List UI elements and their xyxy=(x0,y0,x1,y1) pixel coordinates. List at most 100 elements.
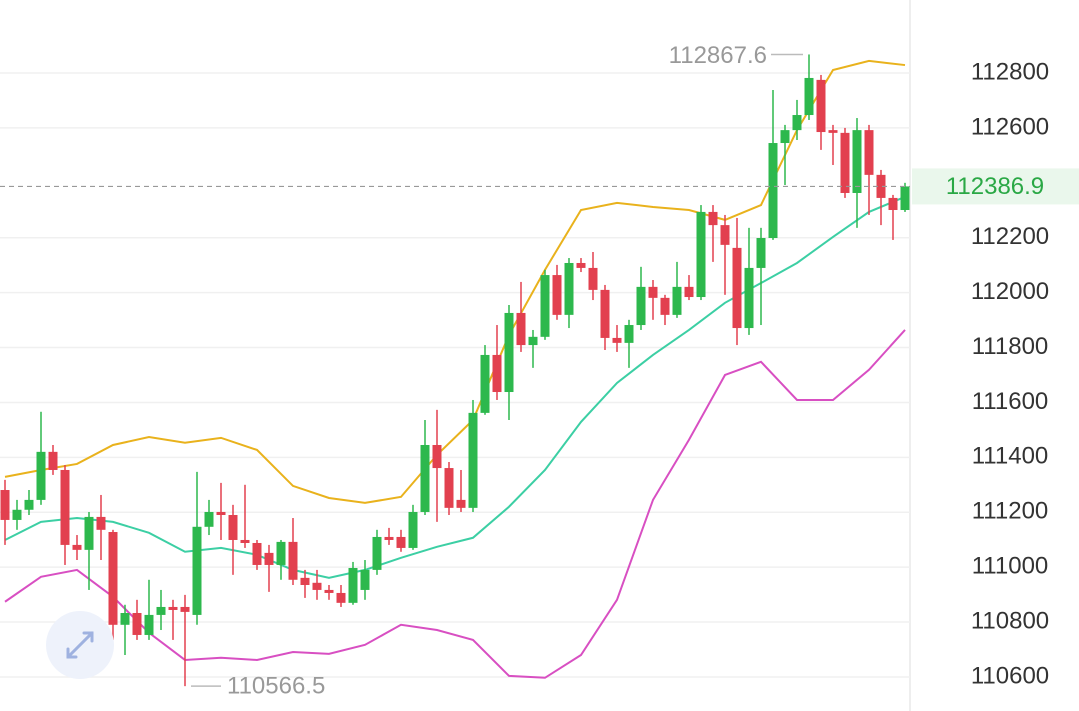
candle-body xyxy=(60,469,70,545)
y-tick-label: 110800 xyxy=(971,607,1049,634)
candle-body xyxy=(528,336,538,346)
candle-body xyxy=(468,412,478,508)
expand-icon[interactable] xyxy=(66,631,94,659)
candle-body xyxy=(420,444,430,512)
y-tick-label: 111600 xyxy=(972,388,1049,415)
candle-body xyxy=(204,511,214,527)
last-price-label: 112386.9 xyxy=(946,173,1044,200)
candle-body xyxy=(24,499,34,510)
candle-body xyxy=(228,514,238,540)
candle-body xyxy=(576,262,586,268)
candle-body xyxy=(492,354,502,393)
candle-body xyxy=(348,567,358,603)
candle-body xyxy=(264,552,274,565)
candle-body xyxy=(552,275,562,315)
candle-body xyxy=(444,468,454,508)
candle-body xyxy=(312,582,322,590)
candle-body xyxy=(864,130,874,175)
candle-body xyxy=(84,516,94,550)
candle-body xyxy=(144,614,154,635)
y-tick-label: 112800 xyxy=(971,58,1049,85)
candle-body xyxy=(108,532,118,625)
candle-body xyxy=(0,490,10,520)
candle-body xyxy=(408,511,418,548)
candle-body xyxy=(456,499,466,508)
candle-body xyxy=(12,509,22,520)
candle-body xyxy=(276,541,286,565)
candle-body xyxy=(840,132,850,193)
candle-body xyxy=(636,286,646,326)
candle-body xyxy=(432,444,442,469)
y-tick-label: 112000 xyxy=(971,278,1049,305)
y-tick-label: 110600 xyxy=(971,662,1049,689)
candle-body xyxy=(804,77,814,116)
candle-body xyxy=(192,526,202,615)
candle-body xyxy=(168,606,178,610)
candle-body xyxy=(180,606,190,612)
grid: 112800 112600 112200 112000 111800 111600 1114… xyxy=(0,58,1049,689)
candle-body xyxy=(888,197,898,211)
candle-body xyxy=(852,130,862,193)
last-price-bg xyxy=(912,168,1079,205)
y-tick-label: 112600 xyxy=(971,113,1049,140)
candle-body xyxy=(252,542,262,565)
candle-body xyxy=(612,337,622,343)
candle-body xyxy=(516,312,526,346)
candle-body xyxy=(120,612,130,625)
candle-body xyxy=(300,577,310,585)
candle-body xyxy=(96,516,106,530)
candle-body xyxy=(780,130,790,144)
band-line xyxy=(4,59,906,504)
candle-body xyxy=(600,289,610,338)
bollinger-bands xyxy=(4,59,906,679)
candle-body xyxy=(480,354,490,413)
y-tick-label: 111800 xyxy=(972,333,1049,360)
candle-body xyxy=(216,511,226,515)
candle-body xyxy=(72,544,82,550)
candle-body xyxy=(240,539,250,543)
candle-body xyxy=(48,451,58,470)
min-label: 110566.5 xyxy=(227,672,325,699)
y-tick-label: 111200 xyxy=(972,498,1049,525)
band-line xyxy=(4,329,906,679)
candle-body xyxy=(336,592,346,603)
candle-body xyxy=(708,211,718,226)
candles xyxy=(0,54,910,687)
candle-body xyxy=(828,130,838,133)
candle-body xyxy=(132,612,142,635)
y-tick-label: 112200 xyxy=(971,223,1049,250)
candle-body xyxy=(732,247,742,329)
candle-body xyxy=(288,541,298,580)
candle-body xyxy=(660,297,670,315)
candle-body xyxy=(684,286,694,298)
candle-body xyxy=(756,238,766,268)
candle-body xyxy=(816,79,826,133)
candle-body xyxy=(360,569,370,590)
candle-body xyxy=(588,267,598,290)
candle-body xyxy=(564,262,574,315)
candle-body xyxy=(672,286,682,315)
annotations: 112867.6 110566.5 112386.9 xyxy=(0,42,1079,699)
candle-body xyxy=(384,536,394,540)
candle-body xyxy=(156,606,166,615)
candle-body xyxy=(504,312,514,393)
candle-body xyxy=(900,186,910,211)
candle-body xyxy=(36,451,46,500)
candle-body xyxy=(696,211,706,298)
candle-body xyxy=(720,225,730,245)
candle-body xyxy=(744,267,754,329)
band-line xyxy=(4,195,906,579)
candle-body xyxy=(396,536,406,548)
y-tick-label: 111400 xyxy=(972,443,1049,470)
candle-body xyxy=(372,536,382,570)
expand-button[interactable] xyxy=(46,611,114,679)
candle-body xyxy=(792,115,802,131)
candle-body xyxy=(324,589,334,593)
candle-body xyxy=(876,174,886,198)
candle-body xyxy=(624,325,634,343)
max-label: 112867.6 xyxy=(669,42,767,69)
y-tick-label: 111000 xyxy=(972,552,1049,579)
candle-body xyxy=(648,286,658,298)
